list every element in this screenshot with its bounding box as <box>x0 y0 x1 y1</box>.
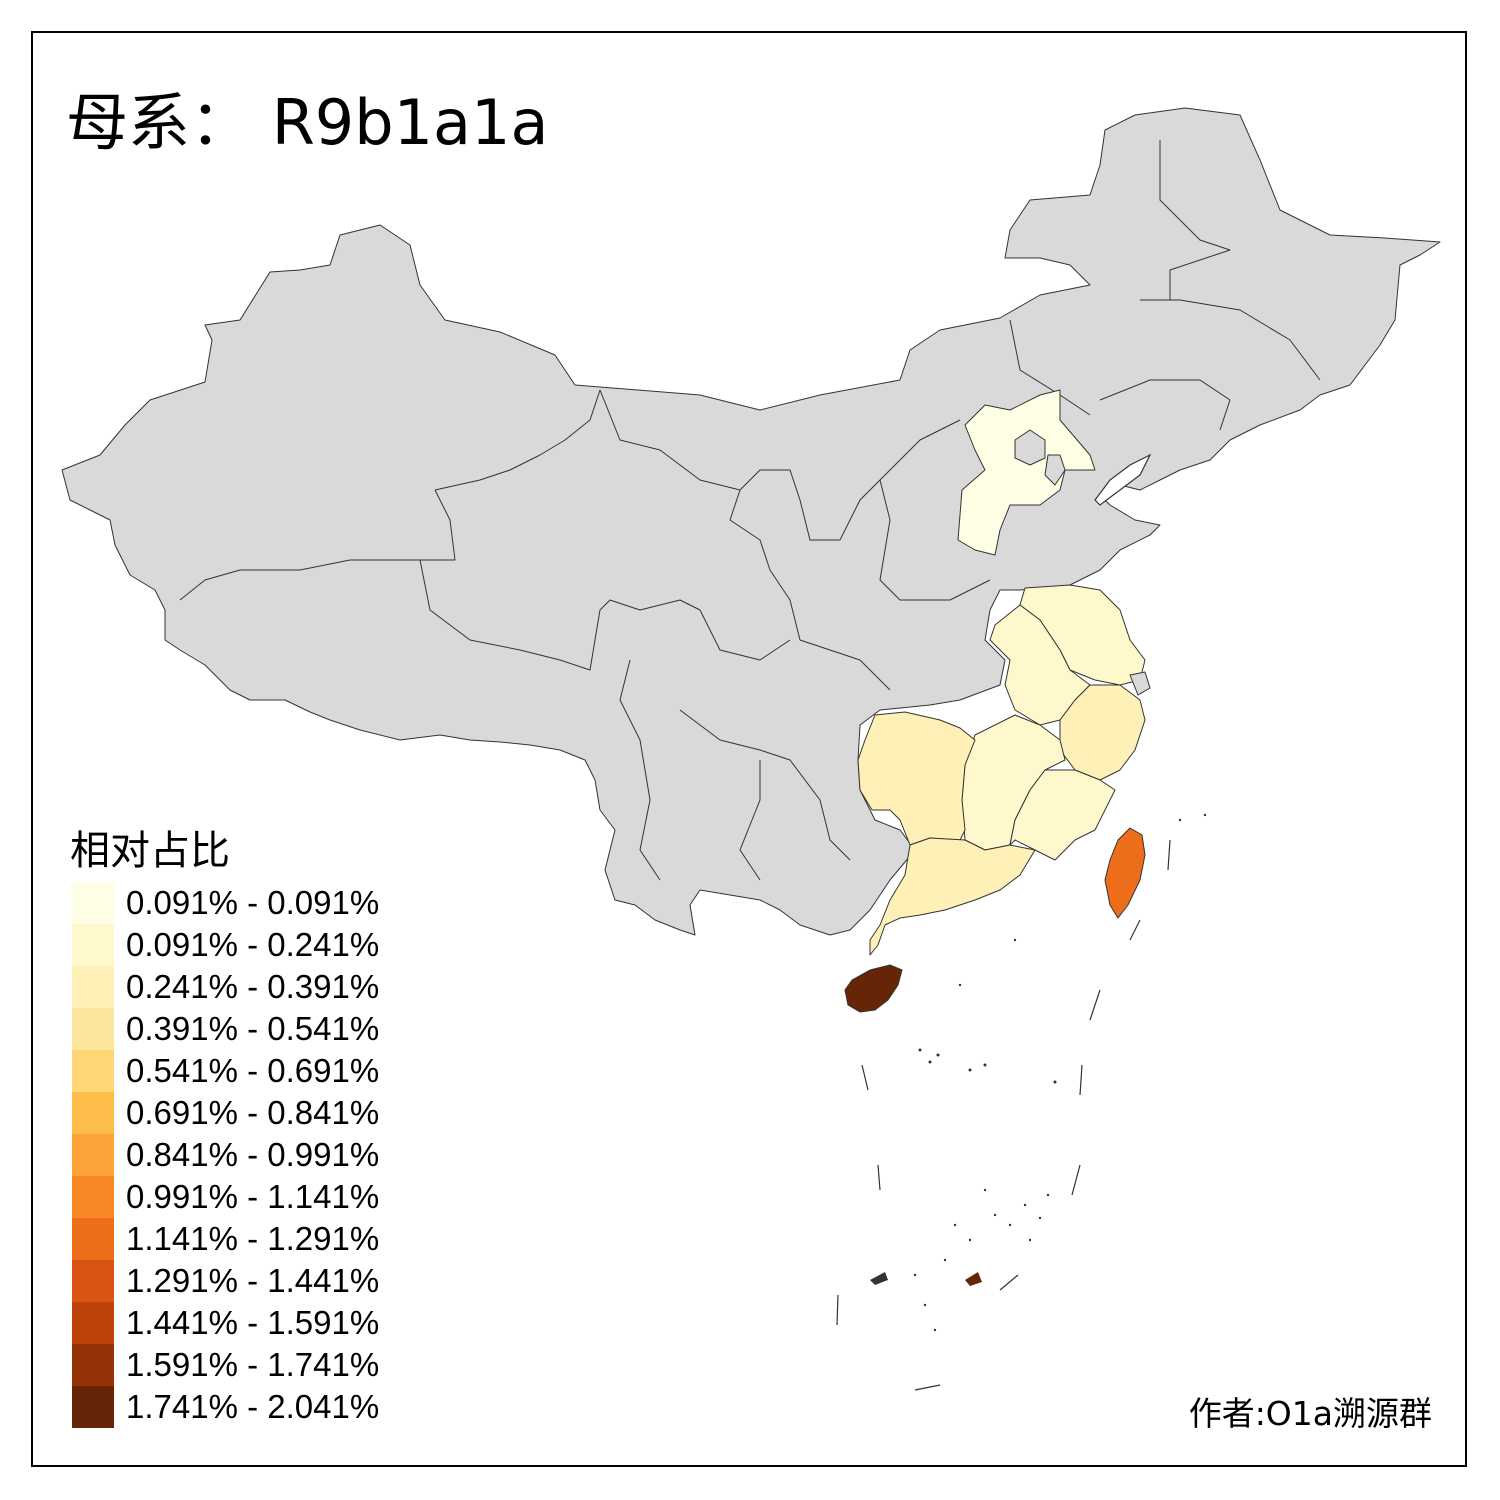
legend-swatch <box>72 1302 114 1344</box>
legend-label: 0.091% - 0.241% <box>126 926 380 963</box>
legend-item: 1.741% - 2.041% <box>72 1386 379 1428</box>
region-tianjin <box>1044 454 1066 486</box>
legend-title: 相对占比 <box>70 828 230 874</box>
legend-swatch <box>72 1050 114 1092</box>
legend-label: 1.591% - 1.741% <box>126 1346 380 1383</box>
map-frame <box>31 31 1467 1467</box>
legend-item: 1.141% - 1.291% <box>72 1218 379 1260</box>
legend-label: 1.741% - 2.041% <box>126 1388 380 1425</box>
legend-label: 1.441% - 1.591% <box>126 1304 380 1341</box>
region-anhui <box>989 604 1091 726</box>
legend: 0.091% - 0.091% 0.091% - 0.241% 0.241% - 0… <box>72 882 379 1428</box>
legend-item: 0.091% - 0.091% <box>72 882 379 924</box>
legend-swatch <box>72 1134 114 1176</box>
region-hebei <box>957 389 1096 556</box>
legend-swatch <box>72 1344 114 1386</box>
legend-item: 0.691% - 0.841% <box>72 1092 379 1134</box>
region-hainan <box>844 964 903 1013</box>
legend-item: 0.541% - 0.691% <box>72 1050 379 1092</box>
region-no-data <box>61 107 1441 936</box>
legend-item: 1.291% - 1.441% <box>72 1260 379 1302</box>
legend-label: 0.541% - 0.691% <box>126 1052 380 1089</box>
region-zhejiang <box>1059 684 1146 781</box>
legend-label: 0.091% - 0.091% <box>126 884 380 921</box>
legend-item: 1.441% - 1.591% <box>72 1302 379 1344</box>
legend-swatch <box>72 1008 114 1050</box>
legend-item: 0.391% - 0.541% <box>72 1008 379 1050</box>
legend-label: 0.691% - 0.841% <box>126 1094 380 1131</box>
province-borders <box>179 140 1321 881</box>
legend-item: 0.841% - 0.991% <box>72 1134 379 1176</box>
legend-label: 0.391% - 0.541% <box>126 1010 380 1047</box>
legend-swatch <box>72 1218 114 1260</box>
legend-swatch <box>72 1092 114 1134</box>
legend-swatch <box>72 882 114 924</box>
sea-features <box>836 453 1171 1391</box>
region-hainan-islet <box>965 1272 982 1286</box>
legend-item: 0.991% - 1.141% <box>72 1176 379 1218</box>
region-guangdong <box>869 837 1036 956</box>
legend-swatch <box>72 1386 114 1428</box>
legend-label: 1.291% - 1.441% <box>126 1262 380 1299</box>
legend-swatch <box>72 966 114 1008</box>
author-credit: 作者:O1a溯源群 <box>1188 1394 1432 1433</box>
legend-label: 0.991% - 1.141% <box>126 1178 380 1215</box>
region-shanghai <box>1129 671 1151 696</box>
region-fujian <box>1009 769 1116 861</box>
legend-label: 1.141% - 1.291% <box>126 1220 380 1257</box>
small-islands <box>870 813 1207 1332</box>
legend-swatch <box>72 1176 114 1218</box>
legend-item: 0.241% - 0.391% <box>72 966 379 1008</box>
legend-item: 0.091% - 0.241% <box>72 924 379 966</box>
region-beijing <box>1014 429 1046 466</box>
legend-swatch <box>72 924 114 966</box>
region-taiwan <box>1104 827 1146 919</box>
legend-swatch <box>72 1260 114 1302</box>
legend-label: 0.241% - 0.391% <box>126 968 380 1005</box>
legend-label: 0.841% - 0.991% <box>126 1136 380 1173</box>
map-title: 母系： R9b1a1a <box>66 86 549 159</box>
legend-item: 1.591% - 1.741% <box>72 1344 379 1386</box>
